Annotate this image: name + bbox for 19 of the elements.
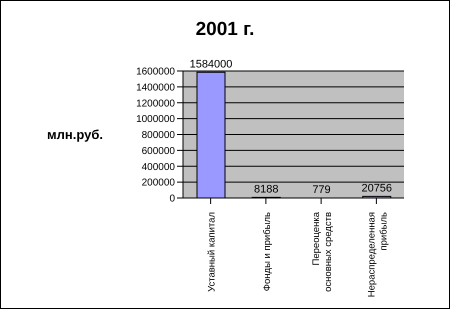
data-label: 779 [312,184,331,196]
y-tick-label: 1400000 [136,82,176,94]
y-tick-label: 600000 [142,146,176,157]
y-tick-label: 0 [169,194,176,205]
x-tick-label: Переоценка основных средств [311,211,334,292]
y-axis-title: млн.руб. [47,127,103,142]
x-tick-label: Фонды и прибыль [262,212,273,292]
data-label: 20756 [361,182,392,194]
y-tick-label: 1600000 [136,66,176,78]
y-tick-label: 400000 [142,162,176,173]
x-tick-label: Уставный капитал [206,212,218,292]
chart-title: 2001 г. [194,19,256,41]
y-tick-label: 800000 [142,130,176,142]
y-tick-label: 200000 [142,178,176,189]
data-label: 8188 [254,183,278,196]
x-tick-label: Нераспределенная прибыль [366,212,390,298]
y-tick-label: 1000000 [136,114,176,126]
data-label: 1584000 [190,58,232,70]
y-tick-label: 1200000 [136,98,176,110]
